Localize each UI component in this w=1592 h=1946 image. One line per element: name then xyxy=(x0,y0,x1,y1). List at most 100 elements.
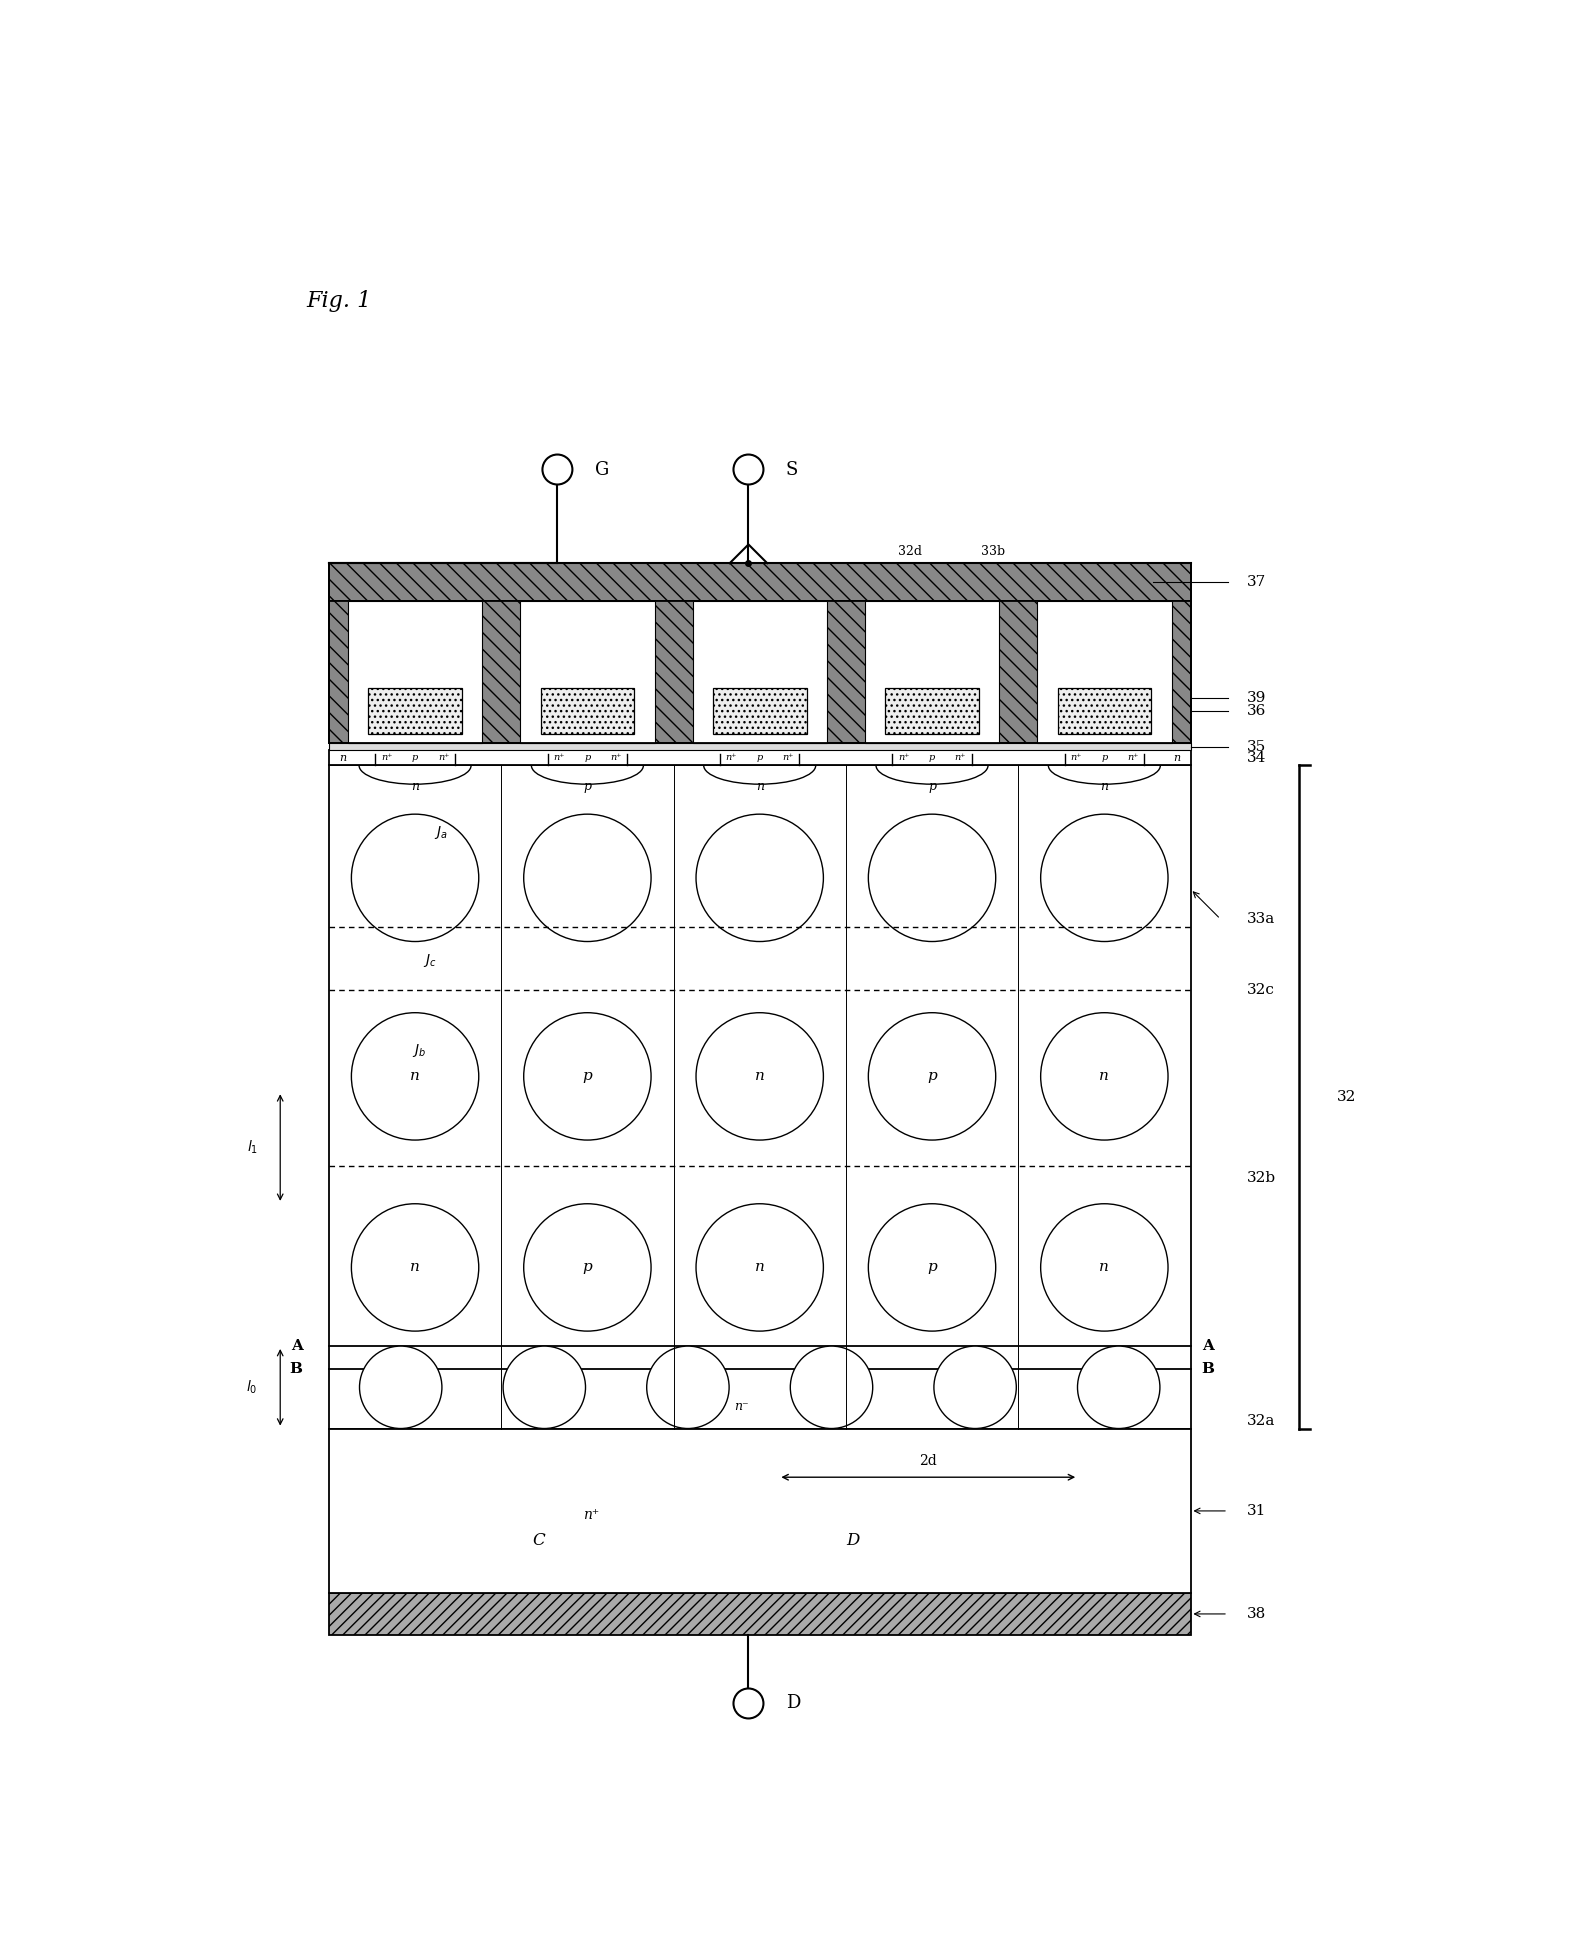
Text: n⁺: n⁺ xyxy=(554,753,565,763)
Text: p: p xyxy=(927,1070,938,1084)
Text: n⁺: n⁺ xyxy=(955,753,966,763)
Text: 32b: 32b xyxy=(1247,1171,1275,1185)
Circle shape xyxy=(1041,813,1169,942)
Text: S: S xyxy=(786,461,798,479)
Text: 36: 36 xyxy=(1247,704,1266,718)
Bar xyxy=(330,1594,1191,1635)
Circle shape xyxy=(543,455,573,485)
Text: D: D xyxy=(786,1695,801,1712)
Bar xyxy=(864,601,1000,743)
Circle shape xyxy=(1041,1205,1169,1331)
Bar xyxy=(349,601,482,743)
Bar xyxy=(521,601,654,743)
Text: n: n xyxy=(339,753,345,763)
Circle shape xyxy=(1078,1347,1161,1428)
Text: G: G xyxy=(595,461,610,479)
Text: n⁺: n⁺ xyxy=(898,753,909,763)
Text: D: D xyxy=(847,1532,860,1549)
Text: $J_b$: $J_b$ xyxy=(412,1041,427,1059)
Bar xyxy=(1036,601,1172,743)
Text: $J_a$: $J_a$ xyxy=(435,825,447,841)
Text: n⁺: n⁺ xyxy=(1127,753,1138,763)
Text: A: A xyxy=(291,1339,302,1352)
Circle shape xyxy=(696,1205,823,1331)
Text: p: p xyxy=(412,753,419,763)
Text: n⁺: n⁺ xyxy=(610,753,621,763)
Text: n⁺: n⁺ xyxy=(783,753,794,763)
Text: C: C xyxy=(532,1532,544,1549)
Bar xyxy=(885,687,979,734)
Text: p: p xyxy=(583,1070,592,1084)
Text: 39: 39 xyxy=(1247,691,1266,704)
Bar xyxy=(713,687,807,734)
Text: 37: 37 xyxy=(1247,574,1266,590)
Text: n⁺: n⁺ xyxy=(438,753,449,763)
Circle shape xyxy=(503,1347,586,1428)
Text: n: n xyxy=(1100,1070,1110,1084)
Circle shape xyxy=(352,1012,479,1140)
Bar xyxy=(330,751,1191,765)
Circle shape xyxy=(524,1205,651,1331)
Circle shape xyxy=(868,1205,995,1331)
Circle shape xyxy=(352,1205,479,1331)
Text: 32c: 32c xyxy=(1247,983,1275,996)
Circle shape xyxy=(696,1012,823,1140)
Text: 32: 32 xyxy=(1337,1090,1356,1103)
Text: p: p xyxy=(928,780,936,792)
Circle shape xyxy=(352,813,479,942)
Text: B: B xyxy=(290,1362,302,1376)
Circle shape xyxy=(790,1347,872,1428)
Bar xyxy=(330,562,1191,601)
Bar xyxy=(330,1428,1191,1594)
Circle shape xyxy=(524,1012,651,1140)
Circle shape xyxy=(524,813,651,942)
Text: $J_c$: $J_c$ xyxy=(423,952,436,969)
Text: 2d: 2d xyxy=(920,1454,938,1467)
Circle shape xyxy=(646,1347,729,1428)
Text: 33b: 33b xyxy=(981,545,1005,559)
Circle shape xyxy=(734,1689,764,1718)
Bar xyxy=(1057,687,1151,734)
Text: B: B xyxy=(1202,1362,1215,1376)
Text: A: A xyxy=(1202,1339,1213,1352)
Bar xyxy=(541,687,634,734)
Text: 34: 34 xyxy=(1247,751,1266,765)
Circle shape xyxy=(360,1347,443,1428)
Text: 32d: 32d xyxy=(898,545,922,559)
Bar xyxy=(330,743,1191,751)
Text: 31: 31 xyxy=(1247,1504,1266,1518)
Bar xyxy=(330,765,1191,1428)
Text: p: p xyxy=(584,753,591,763)
Circle shape xyxy=(868,1012,995,1140)
Circle shape xyxy=(1041,1012,1169,1140)
Text: n⁺: n⁺ xyxy=(1070,753,1081,763)
Text: n: n xyxy=(1173,753,1181,763)
Text: p: p xyxy=(583,780,591,792)
Text: Fig. 1: Fig. 1 xyxy=(306,290,371,311)
Text: 38: 38 xyxy=(1247,1607,1266,1621)
Text: n⁺: n⁺ xyxy=(726,753,737,763)
Text: 35: 35 xyxy=(1247,739,1266,753)
Text: p: p xyxy=(583,1261,592,1275)
Text: $l_0$: $l_0$ xyxy=(247,1378,258,1395)
Text: n: n xyxy=(411,780,419,792)
Text: n: n xyxy=(411,1070,420,1084)
Bar xyxy=(368,687,462,734)
Circle shape xyxy=(734,455,764,485)
Text: n: n xyxy=(1100,780,1108,792)
Text: $l_1$: $l_1$ xyxy=(247,1138,258,1156)
Text: n: n xyxy=(756,780,764,792)
Circle shape xyxy=(696,813,823,942)
Text: n: n xyxy=(411,1261,420,1275)
Text: n⁻: n⁻ xyxy=(734,1399,748,1413)
Text: p: p xyxy=(1102,753,1108,763)
Text: n⁺: n⁺ xyxy=(380,753,392,763)
Text: p: p xyxy=(928,753,935,763)
Circle shape xyxy=(868,813,995,942)
Text: n: n xyxy=(1100,1261,1110,1275)
Circle shape xyxy=(935,1347,1016,1428)
Text: 32a: 32a xyxy=(1247,1415,1275,1428)
Bar xyxy=(330,601,1191,743)
Bar xyxy=(693,601,826,743)
Text: n⁺: n⁺ xyxy=(583,1508,599,1522)
